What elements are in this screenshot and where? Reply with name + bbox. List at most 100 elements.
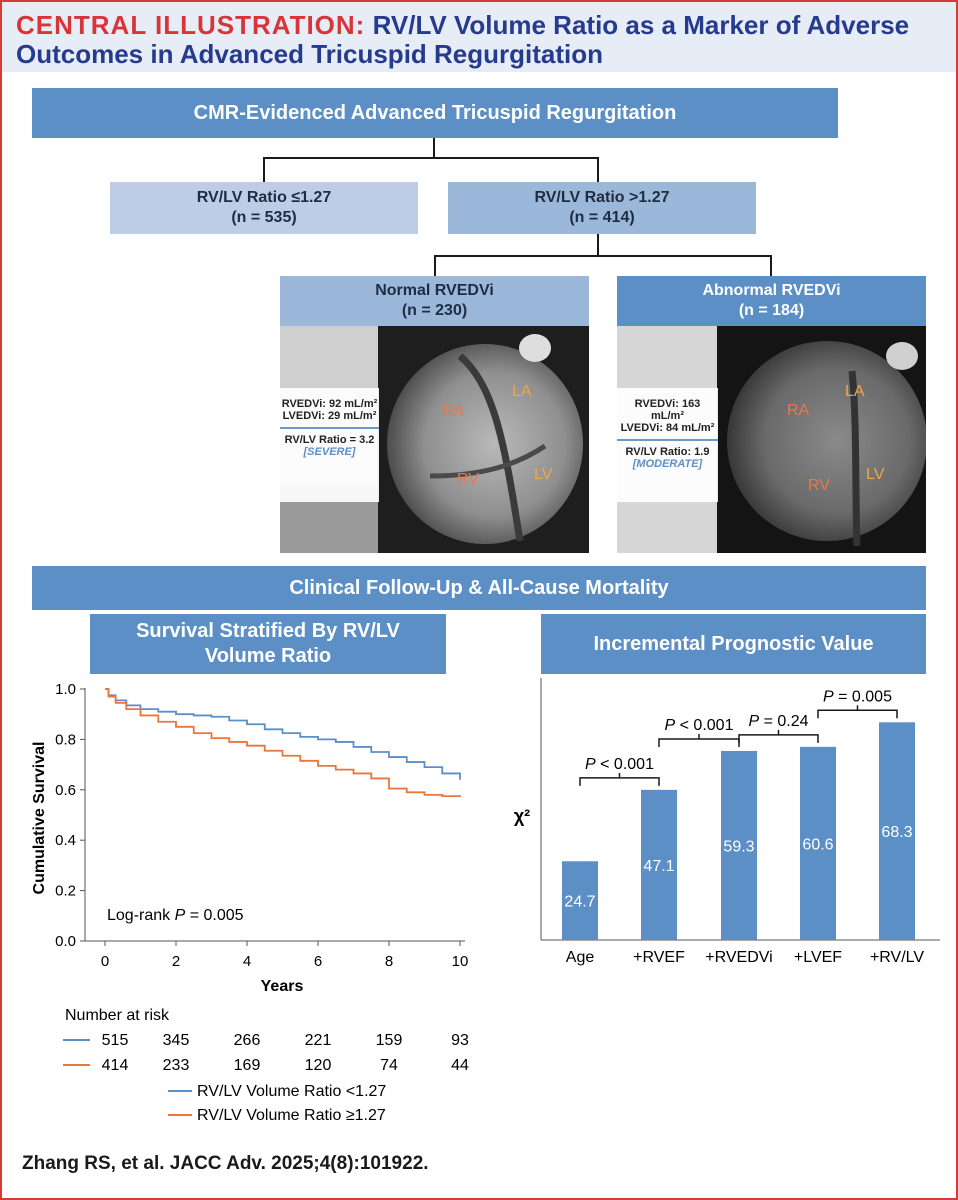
cmr-label-la: LA	[845, 383, 865, 400]
y-axis-label: Cumulative Survival	[31, 742, 48, 895]
cmr-image-normal-drawing: RA LA RV LV	[280, 326, 589, 553]
p-value-label: P = 0.24	[748, 713, 808, 730]
flow-left-n: (n = 535)	[231, 209, 297, 226]
connector	[263, 157, 265, 183]
bar-age	[562, 861, 598, 940]
survival-title-line-1: Survival Stratified By RV/LV	[136, 620, 400, 642]
divider	[617, 439, 718, 441]
logrank-prefix: Log-rank	[107, 907, 175, 924]
x-tick-label: 8	[385, 953, 393, 970]
bar-category-label: +RVEDVi	[705, 949, 772, 966]
bar-lvef	[800, 746, 836, 940]
header-title-line-1: CENTRAL ILLUSTRATION: RV/LV Volume Ratio…	[16, 10, 909, 41]
cmr-label-rv: RV	[808, 477, 830, 494]
risk-count: 159	[376, 1032, 403, 1049]
connector	[597, 234, 599, 256]
cmr-label-rv: RV	[457, 471, 479, 488]
abnormal-rvedvi-box: Abnormal RVEDVi (n = 184)	[617, 276, 926, 326]
abnormal-rvedvi-n: (n = 184)	[738, 302, 805, 319]
bar-chart-title: Incremental Prognostic Value	[541, 614, 926, 674]
risk-count: 233	[163, 1057, 190, 1074]
survival-title-line-2: Volume Ratio	[204, 645, 332, 667]
survival-chart-title: Survival Stratified By RV/LV Volume Rati…	[90, 614, 446, 674]
normal-rvedvi-n: (n = 230)	[401, 302, 468, 319]
cmr-label-lv: LV	[866, 466, 885, 483]
flow-right-n: (n = 414)	[569, 209, 635, 226]
bar-value-label: 47.1	[643, 858, 674, 875]
y-tick-label: 1.0	[55, 681, 76, 698]
connector	[434, 255, 436, 277]
p-value-label: P = 0.005	[823, 688, 892, 705]
abnormal-rvedvi-title: Abnormal RVEDVi	[702, 282, 841, 299]
p-value-label: P < 0.001	[665, 717, 734, 734]
cmr-label-ra: RA	[787, 402, 810, 419]
bar-category-label: +LVEF	[794, 949, 842, 966]
cmr-label-ra: RA	[442, 403, 465, 420]
risk-count: 120	[305, 1057, 332, 1074]
significance-bracket	[738, 734, 819, 743]
x-tick-label: 2	[172, 953, 180, 970]
rvedvi-value: RVEDVi: 92 mL/m²	[281, 398, 378, 410]
divider	[280, 427, 379, 429]
header-title-line-2: Outcomes in Advanced Tricuspid Regurgita…	[16, 39, 604, 69]
bar-chart: χ² 24.7 Age 47.1 +RVEF 59.3 +RVEDVi 60.6 +LVEF 6…	[514, 678, 940, 966]
risk-count: 44	[451, 1057, 469, 1074]
survival-chart: 0.0 0.2 0.4 0.6 0.8 1.0 0 2 4 6 8 10 Cumulative Su…	[31, 681, 468, 995]
rvlv-ratio: RV/LV Ratio: 1.9	[625, 446, 710, 458]
flow-left-title: RV/LV Ratio ≤1.27	[196, 189, 332, 206]
y-tick-label: 0.8	[55, 731, 76, 748]
bar-value-label: 60.6	[802, 836, 833, 853]
connector	[597, 157, 599, 183]
severity-label: [SEVERE]	[303, 446, 356, 458]
normal-rvedvi-box: Normal RVEDVi (n = 230)	[280, 276, 589, 326]
risk-table-title: Number at risk	[65, 1007, 170, 1024]
measurement-box: RVEDVi: 163 mL/m² LVEDVi: 84 mL/m² RV/LV…	[617, 388, 718, 502]
lvedvi-value: LVEDVi: 29 mL/m²	[282, 410, 377, 422]
x-tick-label: 6	[314, 953, 322, 970]
significance-bracket	[817, 709, 898, 719]
connector	[770, 255, 772, 277]
x-tick-label: 0	[101, 953, 109, 970]
citation: Zhang RS, et al. JACC Adv. 2025;4(8):101…	[22, 1153, 429, 1174]
header-band: CENTRAL ILLUSTRATION: RV/LV Volume Ratio…	[2, 2, 956, 72]
logrank-value: = 0.005	[185, 907, 243, 924]
risk-table: Number at risk 515 345 266 221 159 93 414 233 16…	[63, 1007, 469, 1124]
bar-category-label: +RV/LV	[870, 949, 924, 966]
significance-bracket	[579, 777, 660, 786]
y-tick-label: 0.4	[55, 832, 76, 849]
logrank-annotation: Log-rank P = 0.005	[107, 907, 244, 924]
significance-bracket	[658, 738, 740, 747]
connector	[263, 157, 599, 159]
rvlv-ratio: RV/LV Ratio = 3.2	[284, 434, 375, 446]
lvedvi-value: LVEDVi: 84 mL/m²	[620, 422, 715, 434]
bar-rvef	[641, 789, 677, 940]
measurement-box: RVEDVi: 92 mL/m² LVEDVi: 29 mL/m² RV/LV …	[280, 388, 379, 502]
risk-count: 414	[102, 1057, 129, 1074]
bar-category-label: Age	[566, 949, 595, 966]
legend-label: RV/LV Volume Ratio <1.27	[197, 1083, 386, 1100]
logrank-p: P	[175, 907, 186, 924]
flow-top-box: CMR-Evidenced Advanced Tricuspid Regurgi…	[32, 88, 838, 138]
survival-curve-low-ratio	[105, 688, 461, 780]
p-value-label: P < 0.001	[585, 756, 654, 773]
risk-count: 266	[234, 1032, 261, 1049]
y-tick-label: 0.6	[55, 782, 76, 799]
survival-curve-high-ratio	[105, 688, 461, 797]
bar-value-label: 59.3	[723, 838, 754, 855]
cmr-image-normal: RA LA RV LV RVEDVi: 92 mL/m² LVEDVi: 29 …	[280, 326, 589, 553]
normal-rvedvi-title: Normal RVEDVi	[375, 282, 494, 299]
risk-count: 169	[234, 1057, 261, 1074]
flow-left-box: RV/LV Ratio ≤1.27 (n = 535)	[110, 182, 418, 234]
bar-rvlv	[879, 722, 915, 940]
risk-count: 74	[380, 1057, 398, 1074]
severity-label: [MODERATE]	[632, 458, 703, 470]
x-tick-label: 4	[243, 953, 251, 970]
cmr-label-la: LA	[512, 383, 532, 400]
bar-value-label: 68.3	[881, 824, 912, 841]
risk-count: 515	[102, 1032, 129, 1049]
connector	[433, 138, 435, 158]
flow-right-title: RV/LV Ratio >1.27	[534, 189, 670, 206]
x-axis-label: Years	[261, 978, 304, 995]
y-tick-label: 0.2	[55, 883, 76, 900]
